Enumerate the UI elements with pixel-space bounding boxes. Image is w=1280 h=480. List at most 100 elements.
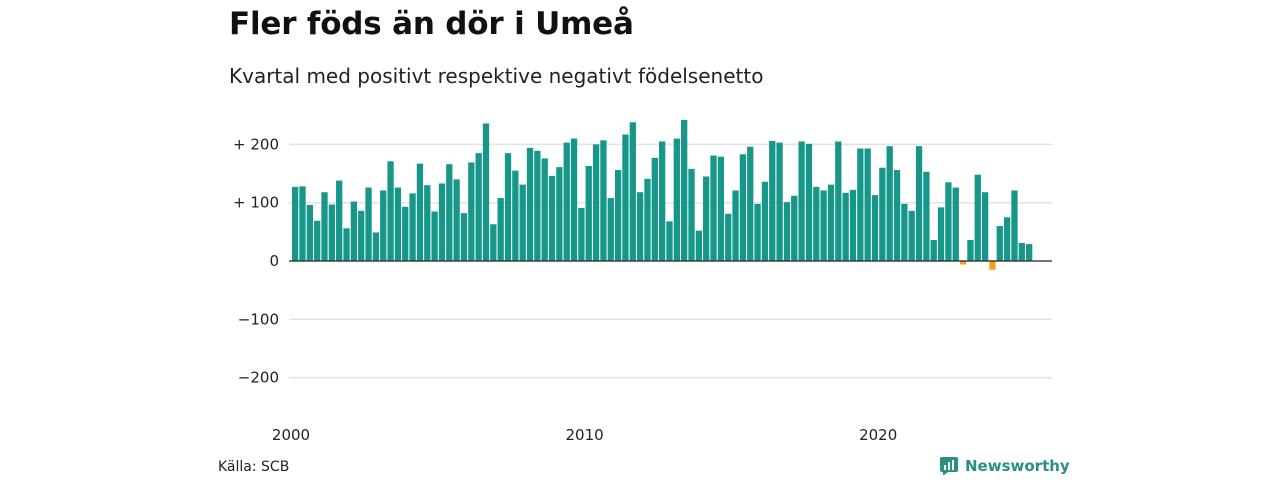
- bar: [908, 210, 915, 261]
- bar: [857, 148, 864, 261]
- bar: [548, 175, 556, 261]
- bar: [937, 207, 945, 261]
- source-label: Källa: SCB: [218, 459, 290, 475]
- bar: [1003, 217, 1011, 261]
- bar: [886, 146, 893, 261]
- bar: [835, 141, 842, 261]
- bar: [424, 185, 431, 261]
- bar: [651, 157, 658, 261]
- bar: [915, 146, 923, 261]
- bar: [394, 187, 402, 261]
- bar: [996, 226, 1003, 261]
- bar: [453, 179, 460, 261]
- bar: [328, 204, 335, 261]
- bar: [358, 210, 365, 261]
- bar: [299, 186, 306, 261]
- bar: [336, 180, 343, 261]
- bar: [519, 184, 526, 261]
- bar: [820, 190, 827, 261]
- bar: [813, 186, 820, 261]
- bar: [387, 161, 394, 261]
- bar: [534, 150, 541, 261]
- bar: [893, 170, 901, 261]
- bar: [791, 195, 798, 261]
- bar: [879, 167, 886, 261]
- bar: [695, 230, 702, 261]
- bar: [504, 153, 512, 261]
- newsworthy-icon: [940, 457, 958, 475]
- bar: [343, 228, 350, 261]
- bar: [607, 198, 614, 261]
- bar: [769, 140, 776, 261]
- bar: [659, 141, 666, 261]
- bar: [864, 148, 871, 261]
- bar: [703, 176, 710, 261]
- brand-name: Newsworthy: [965, 457, 1070, 475]
- bar: [622, 134, 629, 261]
- bar: [798, 141, 805, 261]
- bar: [717, 156, 725, 261]
- x-tick-label: 2020: [859, 426, 897, 444]
- bar: [1018, 242, 1025, 261]
- bar: [945, 182, 952, 261]
- bar: [438, 183, 446, 261]
- bar: [989, 261, 996, 270]
- bar: [636, 192, 644, 261]
- bar: [959, 261, 967, 265]
- y-tick-label: + 100: [233, 194, 279, 212]
- bar: [761, 181, 769, 261]
- bar: [306, 205, 313, 261]
- bar: [644, 178, 651, 261]
- bar: [871, 195, 879, 261]
- bar: [321, 192, 328, 261]
- bar: [754, 203, 761, 261]
- bar: [314, 220, 321, 261]
- bar: [372, 232, 380, 261]
- bar: [475, 153, 482, 261]
- bar: [923, 171, 930, 261]
- bar: [710, 155, 717, 261]
- bar: [673, 138, 680, 261]
- bar: [490, 224, 497, 261]
- bar: [578, 207, 585, 261]
- chart-title: Fler föds än dör i Umeå: [229, 6, 634, 42]
- bar: [497, 198, 504, 261]
- bar: [783, 202, 791, 261]
- bar: [409, 193, 416, 261]
- bar: [805, 143, 813, 261]
- bar: [446, 164, 453, 261]
- bar: [952, 187, 959, 261]
- bar: [563, 142, 570, 261]
- bar: [688, 168, 695, 261]
- bar: [967, 240, 974, 261]
- bar: [600, 140, 607, 261]
- y-tick-label: −200: [238, 369, 279, 387]
- chart-subtitle: Kvartal med positivt respektive negativt…: [229, 64, 764, 88]
- bar: [416, 163, 424, 261]
- x-tick-label: 2000: [272, 426, 310, 444]
- bar: [739, 154, 747, 261]
- bar: [365, 187, 372, 261]
- bar: [460, 213, 468, 261]
- bar: [482, 123, 490, 261]
- bar: [380, 190, 387, 261]
- bar: [842, 192, 849, 261]
- bar: [1026, 244, 1033, 261]
- bar: [402, 206, 409, 261]
- y-tick-label: 0: [269, 252, 279, 270]
- bar: [468, 162, 475, 261]
- y-tick-label: −100: [238, 310, 279, 328]
- bar: [930, 240, 937, 261]
- bar: [974, 174, 981, 261]
- bar: [849, 189, 857, 261]
- bar: [592, 144, 600, 261]
- bar: [556, 167, 563, 261]
- bar: [292, 186, 299, 261]
- bar: [570, 138, 578, 261]
- bar: [585, 165, 592, 261]
- bar: [629, 122, 636, 261]
- bar: [725, 213, 732, 261]
- bar: [526, 147, 534, 261]
- bar: [681, 119, 688, 261]
